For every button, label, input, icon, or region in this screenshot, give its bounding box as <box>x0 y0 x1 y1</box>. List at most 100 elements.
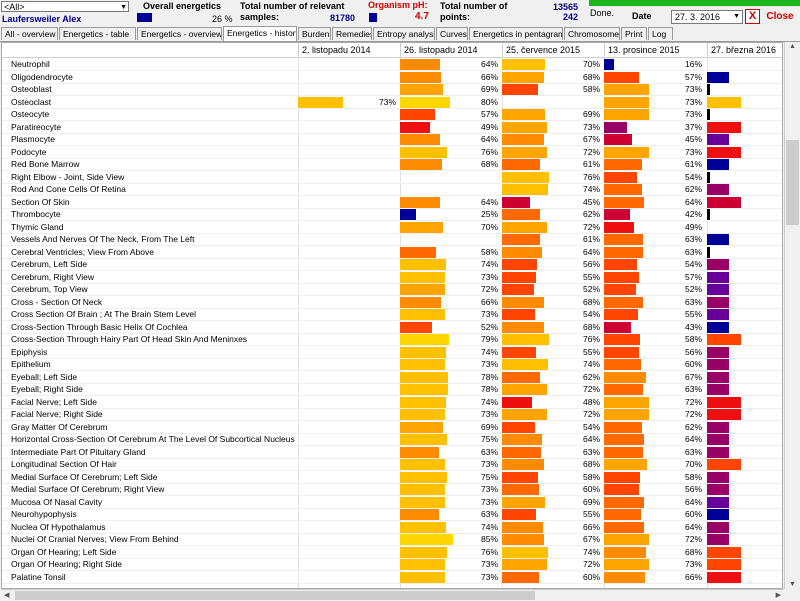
close-button[interactable]: Close <box>766 11 794 22</box>
table-row[interactable]: Horizontal Cross-Section Of Cerebrum At … <box>2 433 782 445</box>
table-row[interactable]: Palatine Tonsil 73% 60% 66% <box>2 571 782 583</box>
horizontal-scroll-thumb[interactable] <box>15 591 535 600</box>
energy-bar <box>502 546 548 558</box>
table-row[interactable]: Neutrophil 64% 70% 16% <box>2 58 782 70</box>
energy-bar <box>604 234 643 245</box>
row-name: Facial Nerve; Left Side <box>11 396 97 407</box>
horizontal-scrollbar[interactable]: ◀ ▶ <box>1 589 784 601</box>
percent-value: 74% <box>480 346 498 357</box>
percent-value: 70% <box>480 221 498 232</box>
tab-all-overview[interactable]: All - overview <box>1 27 58 40</box>
table-row[interactable]: Osteoblast 69% 58% 73% <box>2 83 782 95</box>
energy-bar <box>604 84 649 95</box>
row-divider <box>2 145 782 146</box>
table-row[interactable]: Facial Nerve; Left Side 74% 48% 72% <box>2 396 782 408</box>
energy-bar <box>400 446 439 458</box>
table-row[interactable]: Cross-Section Through Basic Helix Of Coc… <box>2 321 782 333</box>
scroll-right-icon[interactable]: ▶ <box>775 592 781 599</box>
table-row[interactable]: Medial Surface Of Cerebrum; Left Side 75%… <box>2 471 782 483</box>
x-button[interactable]: X <box>745 9 760 24</box>
percent-value: 64% <box>582 246 600 257</box>
table-row[interactable]: Facial Nerve; Right Side 73% 72% 72% <box>2 408 782 420</box>
tab-energetics-history[interactable]: Energetics - history <box>223 26 297 41</box>
table-row[interactable]: Oligodendrocyte 66% 68% 57% <box>2 71 782 83</box>
table-row[interactable]: Gray Matter Of Cerebrum 69% 54% 62% <box>2 421 782 433</box>
energy-bar <box>502 221 547 233</box>
percent-value: 72% <box>684 534 702 544</box>
filter-select-value: <All> <box>4 2 25 12</box>
energy-bar <box>400 396 446 408</box>
table-row[interactable]: Cerebrum, Right View 73% 55% 57% <box>2 271 782 283</box>
column-header[interactable]: 25. července 2015 <box>502 43 604 57</box>
table-row[interactable]: Thrombocyte 25% 62% 42% <box>2 208 782 220</box>
filter-select[interactable]: <All> ▼ <box>1 1 129 12</box>
row-name: Medial Surface Of Cerebrum; Right View <box>11 484 165 494</box>
table-row[interactable]: Cross Section Of Brain ; At The Brain St… <box>2 308 782 320</box>
table-row[interactable]: Mucosa Of Nasal Cavity 73% 69% 64% <box>2 496 782 508</box>
table-row[interactable]: Rod And Cone Cells Of Retina 74% 62% <box>2 183 782 195</box>
table-row[interactable]: Intermediate Part Of Pituitary Gland 63% 6… <box>2 446 782 458</box>
table-row[interactable]: Epithelium 73% 74% 60% <box>2 358 782 370</box>
energy-bar <box>604 296 643 308</box>
tab-log[interactable]: Log <box>648 27 673 40</box>
column-header[interactable]: 13. prosince 2015 <box>604 43 706 57</box>
table-row[interactable]: Cerebrum, Left Side 74% 56% 54% <box>2 258 782 270</box>
table-row[interactable]: Cerebral Ventricles; View From Above 58% 6… <box>2 246 782 258</box>
tab-entropy-analysis[interactable]: Entropy analysis <box>373 27 435 40</box>
percent-value: 74% <box>582 359 600 369</box>
scroll-left-icon[interactable]: ◀ <box>4 592 10 599</box>
row-name: Osteoclast <box>11 96 52 107</box>
tab-burdens[interactable]: Burdens <box>298 27 331 40</box>
tab-remedies[interactable]: Remedies <box>332 27 372 40</box>
energy-bar <box>604 246 643 258</box>
table-row[interactable]: Medial Surface Of Cerebrum; Right View 73… <box>2 483 782 495</box>
table-row[interactable]: Epiphysis 74% 55% 56% <box>2 346 782 358</box>
column-divider <box>298 57 299 588</box>
table-row[interactable]: Cross - Section Of Neck 66% 68% 63% <box>2 296 782 308</box>
vertical-scrollbar[interactable]: ▲ ▼ <box>784 42 800 589</box>
column-header[interactable]: 2. listopadu 2014 <box>298 43 400 57</box>
tab-print[interactable]: Print <box>621 27 647 40</box>
table-row[interactable]: Vessels And Nerves Of The Neck, From The… <box>2 233 782 245</box>
table-row[interactable]: Longitudinal Section Of Hair 73% 68% 70% <box>2 458 782 470</box>
table-row[interactable]: Cerebrum, Top View 72% 52% 52% <box>2 283 782 295</box>
table-row[interactable]: Eyeball; Left Side 78% 62% 67% <box>2 371 782 383</box>
energy-bar <box>502 321 544 333</box>
table-row[interactable]: Nuclei Of Cranial Nerves; View From Behi… <box>2 533 782 545</box>
table-row[interactable]: Osteoclast 73% 80% 73% <box>2 96 782 108</box>
table-row[interactable]: Eyeball; Right Side 78% 72% 63% <box>2 383 782 395</box>
tab-curves[interactable]: Curves <box>436 27 468 40</box>
row-name: Epithelium <box>11 359 51 369</box>
table-row[interactable]: Podocyte 76% 72% 73% <box>2 146 782 158</box>
table-row[interactable]: Organ Of Hearing; Right Side 73% 72% 73% <box>2 558 782 570</box>
table-row[interactable]: Section Of Skin 64% 45% 64% <box>2 196 782 208</box>
energy-bar <box>502 521 543 533</box>
energy-bar <box>502 259 537 270</box>
column-header[interactable]: 27. března 2016 <box>707 43 782 57</box>
energy-bar <box>604 259 637 270</box>
scroll-up-icon[interactable]: ▲ <box>789 43 796 50</box>
table-row[interactable]: Plasmocyte 64% 67% 45% <box>2 133 782 145</box>
column-header[interactable]: 26. listopadu 2014 <box>400 43 502 57</box>
table-row[interactable]: Cross-Section Through Hairy Part Of Head… <box>2 333 782 345</box>
row-name: Neurohypophysis <box>11 509 77 519</box>
tab-energetics-overview[interactable]: Energetics - overview <box>137 27 222 40</box>
table-row[interactable]: Red Bone Marrow 68% 61% 61% <box>2 158 782 170</box>
tab-energetics-in-pentagram[interactable]: Energetics in pentagram <box>469 27 563 40</box>
table-row[interactable]: Neurohypophysis 63% 55% 60% <box>2 508 782 520</box>
percent-value: 57% <box>480 109 498 119</box>
scroll-down-icon[interactable]: ▼ <box>789 581 796 588</box>
vertical-scroll-thumb[interactable] <box>786 140 799 225</box>
table-row[interactable]: Thymic Gland 70% 72% 49% <box>2 221 782 233</box>
table-row[interactable]: Paratireocyte 49% 73% 37% <box>2 121 782 133</box>
table-row[interactable]: Osteocyte 57% 69% 73% <box>2 108 782 120</box>
date-picker[interactable]: 27. 3. 2016 ▼ <box>671 10 743 24</box>
energy-bar <box>400 471 447 483</box>
energy-bar <box>604 571 645 583</box>
table-row[interactable]: Nuclea Of Hypothalamus 74% 66% 64% <box>2 521 782 533</box>
table-row[interactable]: Right Elbow - Joint, Side View 76% 54% <box>2 171 782 183</box>
table-row[interactable]: Organ Of Hearing; Left Side 76% 74% 68% <box>2 546 782 558</box>
tab-energetics-table[interactable]: Energetics - table <box>59 27 136 40</box>
tab-chromosomes[interactable]: Chromosomes <box>564 27 620 40</box>
energy-bar <box>707 359 729 370</box>
